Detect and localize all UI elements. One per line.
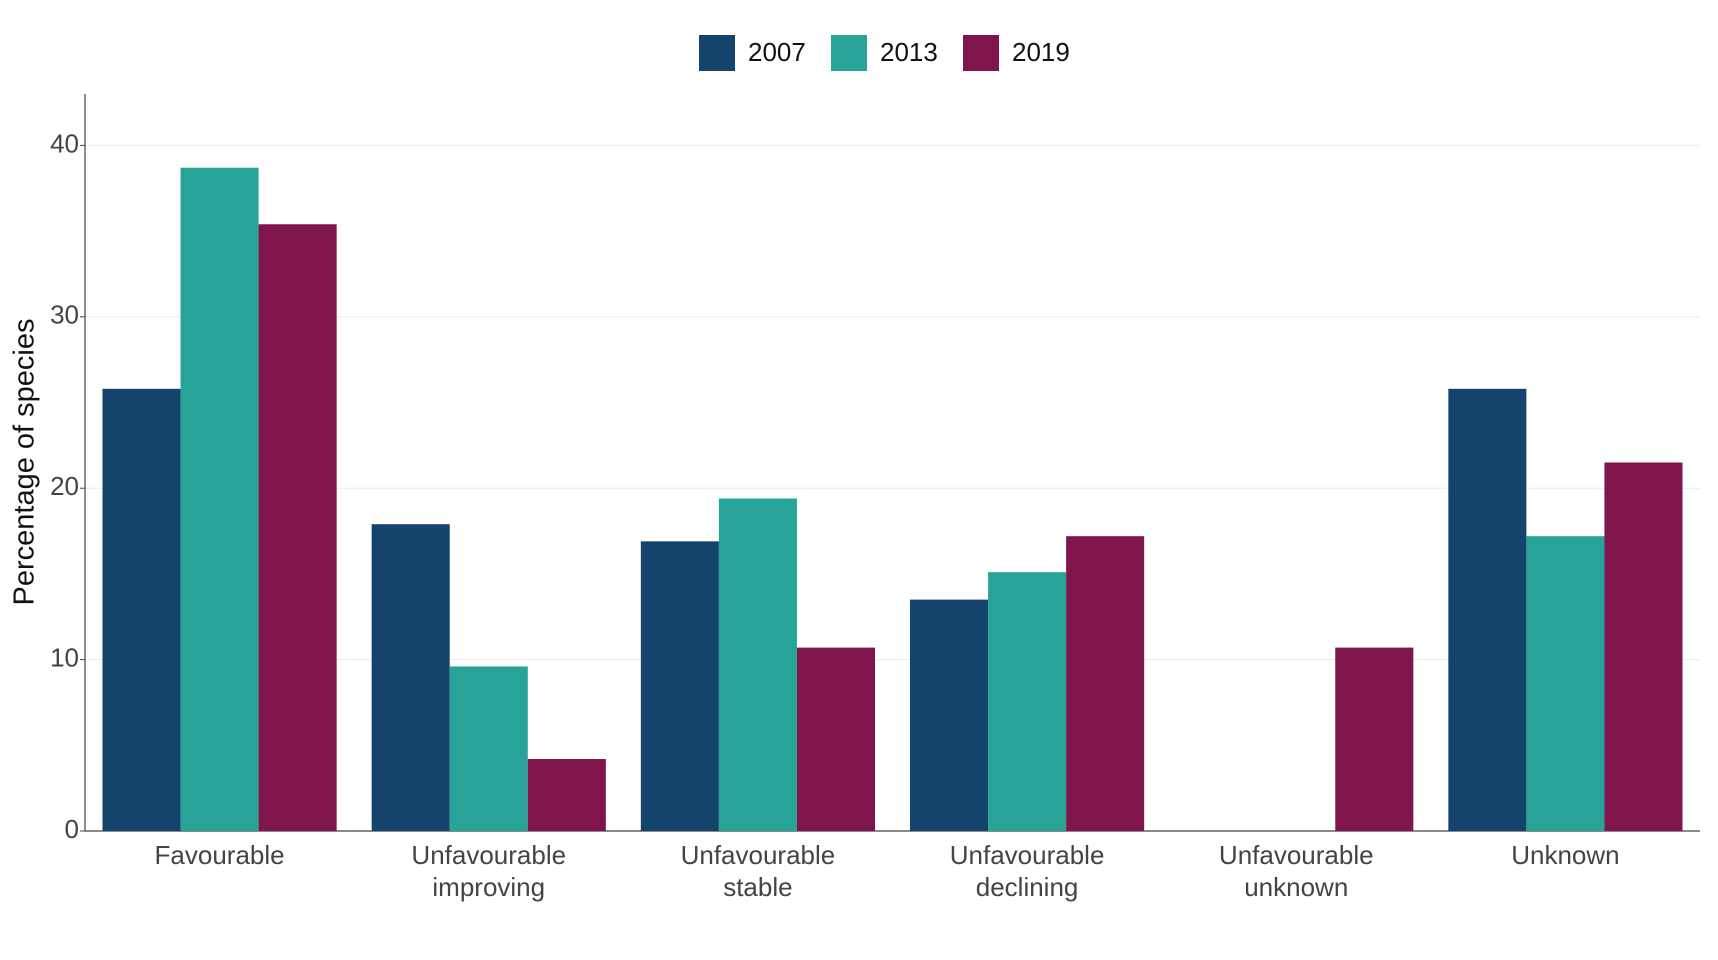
bar [102, 388, 181, 831]
legend-label: 2019 [1012, 37, 1070, 67]
y-tick-label: 0 [65, 814, 79, 844]
legend-swatch [831, 35, 867, 71]
legend-label: 2013 [880, 37, 938, 67]
bar [909, 599, 989, 831]
legend-label: 2007 [748, 37, 806, 67]
x-tick-label: Unknown [1511, 840, 1620, 870]
y-tick-label: 40 [50, 128, 79, 158]
bar [371, 524, 450, 831]
y-tick-label: 20 [50, 471, 79, 501]
bar [1066, 536, 1145, 831]
x-tick-label: Unfavourable stable [680, 840, 836, 902]
bar [1604, 462, 1683, 831]
bar [640, 541, 719, 831]
y-tick-label: 10 [50, 642, 79, 672]
bar [988, 572, 1067, 831]
bar [527, 759, 606, 831]
bar [449, 666, 528, 831]
bar [1448, 388, 1527, 831]
bar [180, 167, 259, 831]
legend-swatch [963, 35, 999, 71]
x-tick-label: Unfavourable unknown [1218, 840, 1374, 902]
y-axis-label: Percentage of species [9, 319, 41, 606]
bar [718, 498, 797, 831]
bar [796, 647, 876, 831]
y-tick-label: 30 [50, 300, 79, 330]
bar [1335, 647, 1414, 831]
bar [1526, 536, 1605, 831]
legend-swatch [699, 35, 735, 71]
bar [258, 224, 337, 831]
x-tick-label: Favourable [154, 840, 285, 870]
x-tick-label: Unfavourable declining [949, 840, 1105, 902]
x-tick-label: Unfavourable improving [411, 840, 567, 902]
